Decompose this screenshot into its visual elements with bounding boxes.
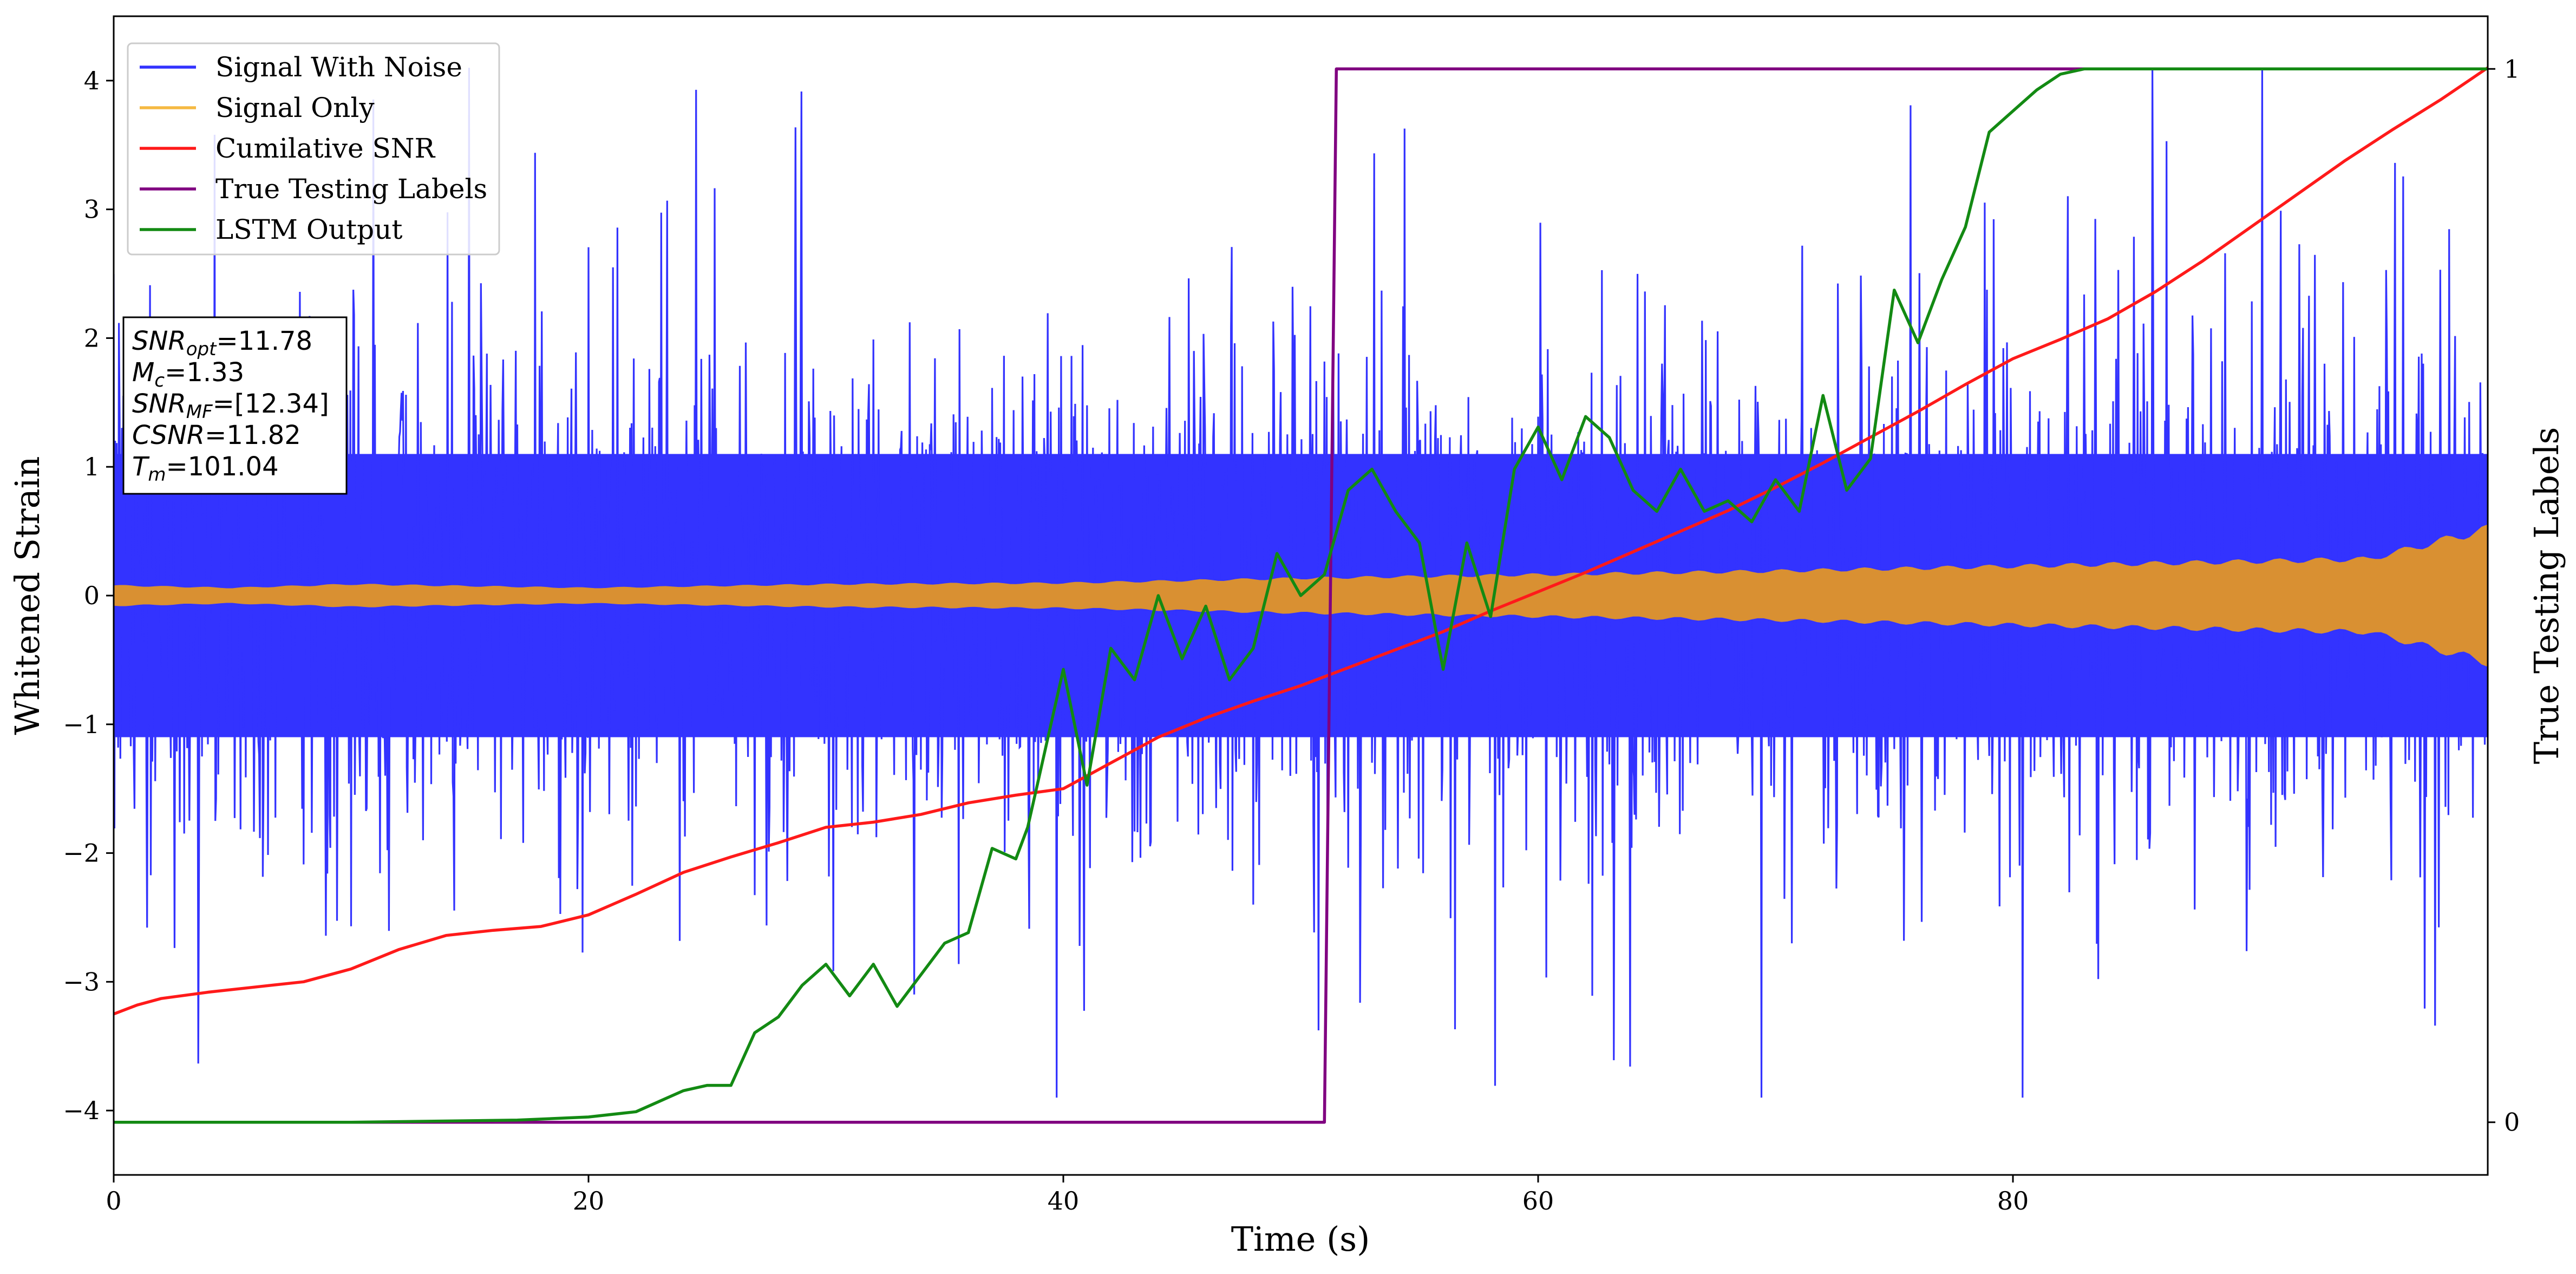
y-tick-label: 1 [84,452,100,481]
y-tick-label: −4 [63,1096,100,1125]
annotation-box: SNRopt=11.78Mc=1.33SNRMF=[12.34]CSNR=11.… [122,316,348,495]
y2-axis-label: True Testing Labels [2527,427,2566,765]
legend-label-signal-with-noise: Signal With Noise [215,51,462,83]
y2-axis-ticks: 01 [2488,54,2520,1137]
annotation-line-5: Tm=101.04 [132,452,279,486]
y-tick-label: 4 [84,66,100,95]
y-tick-label: −2 [63,839,100,868]
x-tick-label: 80 [1997,1186,2029,1216]
y-axis-label: Whitened Strain [8,456,47,735]
x-tick-label: 0 [106,1186,121,1216]
annotation-frame [122,316,348,495]
x-tick-label: 60 [1522,1186,1554,1216]
y-tick-label: 2 [84,323,100,352]
x-tick-label: 40 [1048,1186,1080,1216]
legend-box [127,42,500,256]
line-series-group [114,66,2488,1124]
y-tick-label: 3 [84,195,100,224]
y2-tick-label: 0 [2504,1108,2520,1137]
signal-with-noise-line [114,68,2488,1098]
x-tick-label: 20 [573,1186,605,1216]
x-axis-label: Time (s) [1231,1219,1370,1259]
legend-label-true-testing-labels: True Testing Labels [215,173,487,205]
x-axis-ticks: 0 20 40 60 80 [106,1175,2029,1216]
legend-label-cumilative-snr: Cumilative SNR [215,133,435,164]
annotation-line-1: SNRopt=11.78 [132,326,312,360]
annotation-line-4: CSNR=11.82 [132,420,301,450]
y-tick-label: −3 [63,967,100,996]
legend-label-signal-only: Signal Only [215,92,375,123]
legend-label-lstm-output: LSTM Output [215,214,402,245]
y-axis-ticks: −4 −3 −2 −1 0 1 2 3 4 [63,66,114,1125]
annotation-line-2: Mc=1.33 [132,357,244,391]
y-tick-label: 0 [84,581,100,610]
true-testing-labels-line [114,67,2488,1124]
cumilative-snr-line [114,66,2488,1016]
y-tick-label: −1 [63,710,100,739]
annotation-line-3: SNRMF=[12.34] [132,389,329,423]
lstm-output-line [114,67,2488,1124]
legend: Signal With Noise Signal Only Cumilative S… [127,42,500,256]
y2-tick-label: 1 [2504,54,2520,83]
